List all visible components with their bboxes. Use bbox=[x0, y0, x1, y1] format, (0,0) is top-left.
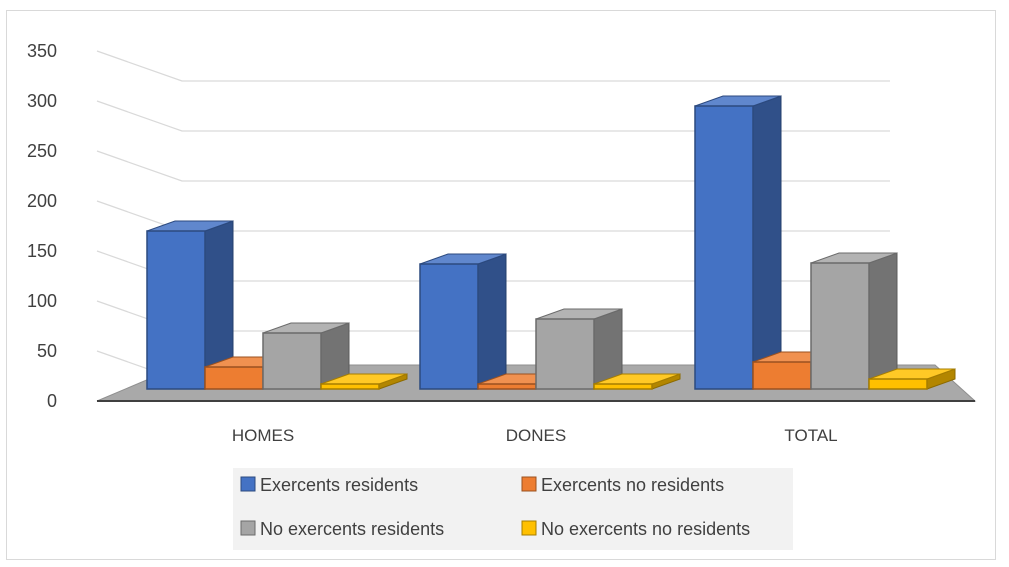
bars-layer bbox=[146, 95, 956, 390]
bar bbox=[593, 373, 681, 390]
bar bbox=[535, 308, 623, 390]
y-tick-label: 300 bbox=[27, 91, 57, 111]
bar bbox=[262, 322, 350, 390]
y-tick-label: 200 bbox=[27, 191, 57, 211]
x-category-label: DONES bbox=[506, 426, 566, 445]
bar bbox=[146, 220, 234, 390]
bar bbox=[419, 253, 507, 390]
y-tick-label: 0 bbox=[47, 391, 57, 411]
legend-label: Exercents residents bbox=[260, 475, 418, 495]
x-category-label: TOTAL bbox=[784, 426, 837, 445]
legend-swatch bbox=[240, 520, 256, 536]
x-category-label: HOMES bbox=[232, 426, 294, 445]
bar bbox=[320, 373, 408, 390]
legend-label: No exercents residents bbox=[260, 519, 444, 539]
gridline bbox=[96, 100, 890, 132]
gridline bbox=[96, 50, 890, 82]
legend-swatch bbox=[240, 476, 256, 492]
legend-box bbox=[233, 468, 793, 550]
y-axis-ticks: 0 50 100 150 200 250 300 350 bbox=[27, 41, 57, 411]
x-axis-categories: HOMES DONES TOTAL bbox=[232, 426, 838, 445]
gridline bbox=[96, 150, 890, 182]
bar bbox=[868, 368, 956, 390]
legend-swatch bbox=[521, 520, 537, 536]
legend: Exercents residents Exercents no resident… bbox=[233, 468, 793, 550]
bar bbox=[694, 95, 782, 390]
y-tick-label: 100 bbox=[27, 291, 57, 311]
y-tick-label: 250 bbox=[27, 141, 57, 161]
legend-label: No exercents no residents bbox=[541, 519, 750, 539]
y-tick-label: 150 bbox=[27, 241, 57, 261]
y-tick-label: 50 bbox=[37, 341, 57, 361]
legend-label: Exercents no residents bbox=[541, 475, 724, 495]
y-tick-label: 350 bbox=[27, 41, 57, 61]
bar bbox=[810, 252, 898, 390]
legend-swatch bbox=[521, 476, 537, 492]
